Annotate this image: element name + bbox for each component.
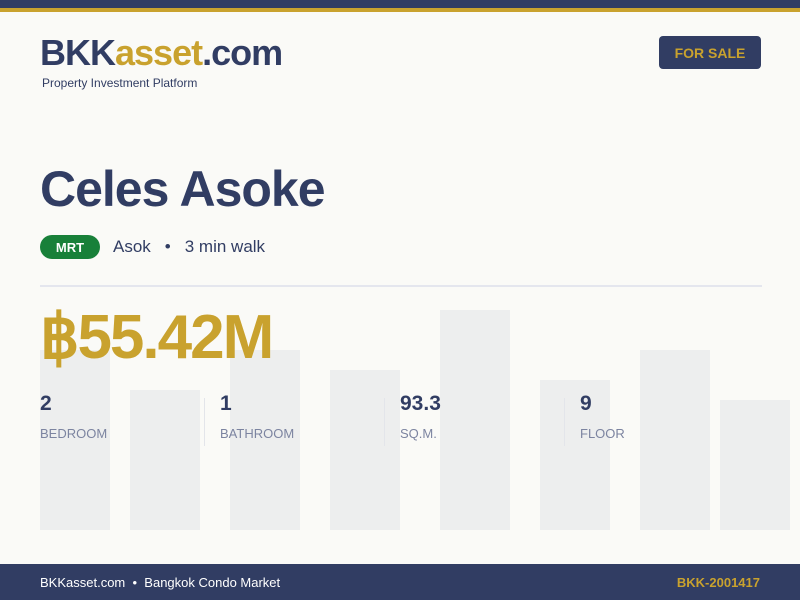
stat-label: SQ.M. [400, 426, 437, 441]
logo-part: asset [115, 32, 203, 73]
logo[interactable]: BKKasset.com [40, 32, 283, 74]
stat-label: BEDROOM [40, 426, 108, 441]
separator: • [132, 574, 138, 590]
stat-area: 93.3 SQ.M. [400, 392, 441, 441]
logo-part: BKK [40, 32, 116, 73]
stat-divider [384, 398, 385, 446]
stat-divider [204, 398, 205, 446]
station-name: Asok [113, 237, 151, 256]
decorative-bar [540, 380, 610, 530]
stat-value: 2 [40, 392, 52, 415]
stat-divider [564, 398, 565, 446]
price: ฿55.42M [40, 303, 274, 372]
stat-value: 9 [580, 392, 592, 415]
property-title: Celes Asoke [40, 161, 326, 217]
decorative-bar [40, 350, 110, 530]
listing-id: BKK-2001417 [676, 574, 760, 590]
footer-market: Bangkok Condo Market [144, 574, 281, 590]
stat-bedroom: 2 BEDROOM [40, 392, 107, 441]
gold-accent-bar [0, 8, 800, 12]
decorative-bar [720, 400, 790, 530]
stat-bathroom: 1 BATHROOM [220, 392, 294, 441]
decorative-bar [130, 390, 200, 530]
stat-floor: 9 FLOOR [580, 392, 625, 441]
stat-value: 93.3 [400, 392, 441, 415]
footer: BKKasset.com • Bangkok Condo Market BKK-… [0, 564, 800, 600]
decorative-bar [640, 350, 710, 530]
stat-label: BATHROOM [220, 426, 295, 441]
location-row: MRT Asok • 3 min walk [40, 235, 265, 259]
stat-label: FLOOR [580, 426, 625, 441]
top-accent-bar [0, 0, 800, 8]
separator: • [164, 237, 171, 256]
decorative-bar [440, 310, 510, 530]
divider [40, 285, 762, 287]
logo-part: .com [202, 32, 283, 73]
decorative-bar [330, 370, 400, 530]
walk-time: 3 min walk [184, 237, 266, 256]
footer-site: BKKasset.com [40, 574, 126, 590]
transit-badge: MRT [40, 235, 100, 259]
tagline: Property Investment Platform [42, 76, 198, 90]
footer-left: BKKasset.com • Bangkok Condo Market [40, 575, 280, 590]
status-badge: FOR SALE [659, 36, 761, 69]
decorative-bar [230, 350, 300, 530]
stat-value: 1 [220, 392, 232, 415]
